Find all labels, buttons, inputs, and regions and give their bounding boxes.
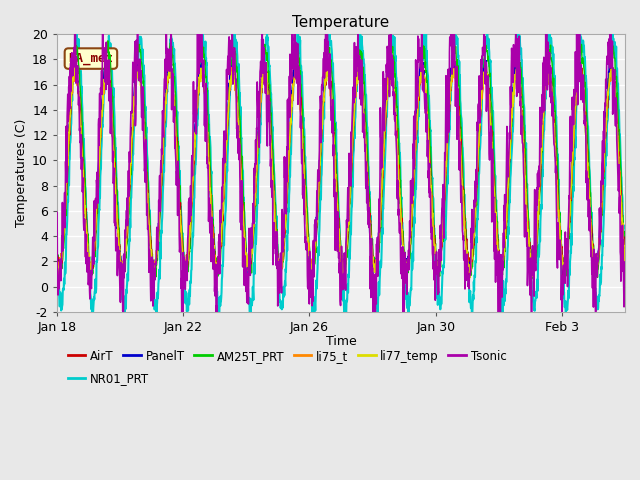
- AirT: [621, 255, 629, 261]
- Line: PanelT: PanelT: [57, 57, 625, 275]
- li77_temp: [175, 185, 182, 191]
- li77_temp: [86, 265, 93, 271]
- PanelT: [53, 252, 61, 257]
- Tsonic: [266, 142, 274, 148]
- Line: li77_temp: li77_temp: [57, 63, 625, 277]
- Tsonic: [289, 1, 296, 7]
- AM25T_PRT: [621, 246, 629, 252]
- Line: li75_t: li75_t: [57, 65, 625, 279]
- NR01_PRT: [266, 71, 274, 77]
- PanelT: [339, 272, 347, 278]
- AirT: [559, 276, 567, 282]
- Tsonic: [288, 25, 296, 31]
- NR01_PRT: [609, 23, 616, 28]
- NR01_PRT: [53, 269, 61, 275]
- li77_temp: [621, 259, 629, 264]
- AirT: [288, 94, 296, 100]
- li75_t: [621, 257, 629, 263]
- li75_t: [175, 178, 182, 183]
- AM25T_PRT: [285, 154, 293, 159]
- Y-axis label: Temperatures (C): Temperatures (C): [15, 119, 28, 227]
- Legend: NR01_PRT: NR01_PRT: [63, 367, 154, 390]
- li77_temp: [441, 183, 449, 189]
- li75_t: [266, 124, 273, 130]
- NR01_PRT: [621, 259, 629, 264]
- AirT: [441, 187, 449, 192]
- AM25T_PRT: [53, 235, 61, 240]
- li77_temp: [285, 156, 292, 161]
- AirT: [229, 58, 237, 63]
- PanelT: [545, 54, 552, 60]
- Tsonic: [442, 152, 449, 158]
- NR01_PRT: [288, 117, 296, 123]
- li75_t: [276, 276, 284, 282]
- Title: Temperature: Temperature: [292, 15, 390, 30]
- li77_temp: [288, 101, 296, 107]
- AM25T_PRT: [288, 97, 296, 103]
- PanelT: [266, 108, 273, 113]
- Tsonic: [175, 173, 182, 179]
- li77_temp: [466, 275, 474, 280]
- li75_t: [288, 96, 296, 102]
- Line: NR01_PRT: NR01_PRT: [57, 25, 625, 321]
- li75_t: [441, 176, 449, 182]
- NR01_PRT: [86, 280, 93, 286]
- li77_temp: [53, 256, 61, 262]
- Text: BA_met: BA_met: [68, 52, 113, 65]
- Line: Tsonic: Tsonic: [57, 4, 625, 348]
- NR01_PRT: [215, 318, 223, 324]
- li75_t: [577, 62, 585, 68]
- NR01_PRT: [285, 192, 293, 198]
- AM25T_PRT: [104, 38, 112, 44]
- li77_temp: [266, 111, 273, 117]
- li75_t: [285, 142, 293, 148]
- li77_temp: [355, 60, 363, 66]
- AirT: [175, 165, 182, 170]
- PanelT: [288, 88, 296, 94]
- AM25T_PRT: [441, 192, 449, 198]
- li75_t: [53, 259, 61, 265]
- PanelT: [285, 145, 292, 151]
- Line: AM25T_PRT: AM25T_PRT: [57, 41, 625, 281]
- X-axis label: Time: Time: [326, 336, 356, 348]
- AM25T_PRT: [531, 278, 538, 284]
- AirT: [266, 114, 274, 120]
- Tsonic: [212, 345, 220, 351]
- AirT: [53, 253, 61, 259]
- AirT: [86, 264, 93, 269]
- Tsonic: [53, 209, 61, 215]
- AM25T_PRT: [266, 86, 274, 92]
- PanelT: [175, 185, 182, 191]
- AM25T_PRT: [86, 254, 93, 260]
- Tsonic: [86, 288, 93, 294]
- AM25T_PRT: [175, 159, 182, 165]
- li75_t: [86, 270, 93, 276]
- Line: AirT: AirT: [57, 60, 625, 279]
- PanelT: [86, 268, 93, 274]
- Tsonic: [621, 263, 629, 268]
- NR01_PRT: [175, 145, 182, 151]
- PanelT: [441, 168, 449, 174]
- AirT: [285, 156, 293, 162]
- NR01_PRT: [441, 228, 449, 234]
- PanelT: [621, 252, 629, 258]
- Tsonic: [285, 115, 293, 120]
